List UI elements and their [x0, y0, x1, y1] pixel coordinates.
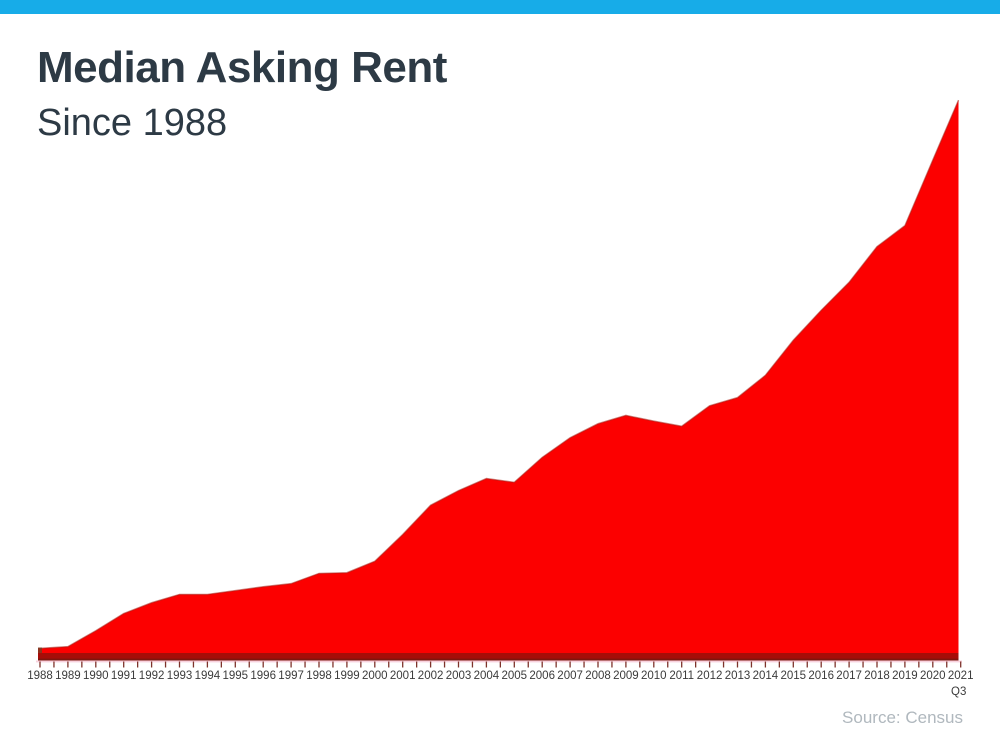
chart-subtitle: Since 1988 [37, 102, 228, 144]
x-axis-year-label: 2001 [390, 670, 416, 682]
x-axis-year-label: 2004 [474, 670, 500, 682]
x-axis-year-label: 1992 [139, 670, 165, 682]
x-axis-year-label: 2009 [613, 670, 639, 682]
x-axis-quarter-label: Q3 [951, 686, 966, 698]
x-axis-year-label: 2016 [808, 670, 834, 682]
source-attribution: Source: Census [842, 708, 963, 727]
x-axis-year-label: 1993 [167, 670, 193, 682]
x-axis-year-label: 1990 [83, 670, 109, 682]
x-axis-year-label: 1994 [195, 670, 221, 682]
x-axis-year-label: 2014 [753, 670, 779, 682]
x-axis-year-label: 2013 [725, 670, 751, 682]
x-axis-year-label: 2017 [836, 670, 862, 682]
x-axis-year-label: 1998 [306, 670, 332, 682]
area-series-edge [37, 99, 960, 650]
x-axis-year-label: 1996 [250, 670, 276, 682]
x-axis-year-label: 1997 [278, 670, 304, 682]
x-axis-year-label: 2011 [669, 670, 694, 682]
baseline-band [38, 653, 959, 661]
top-accent-bar [0, 0, 1000, 14]
x-axis-year-label: 2005 [502, 670, 528, 682]
x-axis-year-label: 2015 [781, 670, 807, 682]
baseline-band-dark-line [38, 658, 959, 661]
x-axis-year-label: 2010 [641, 670, 667, 682]
area-series [38, 100, 959, 661]
chart-title: Median Asking Rent [37, 43, 447, 92]
x-axis-year-label: 2018 [864, 670, 890, 682]
x-axis-year-label: 1991 [111, 670, 137, 682]
x-axis-year-label: 2006 [529, 670, 555, 682]
x-axis-line [36, 660, 962, 663]
x-axis-year-label: 2000 [362, 670, 388, 682]
x-axis-year-label: 1989 [55, 670, 81, 682]
x-axis-year-label: 2008 [585, 670, 611, 682]
x-axis-year-label: 2020 [920, 670, 946, 682]
x-axis-year-label: 2019 [892, 670, 918, 682]
x-axis-year-label: 2007 [557, 670, 583, 682]
x-axis-year-label: 1995 [223, 670, 249, 682]
x-axis-year-label: 2002 [418, 670, 444, 682]
x-axis-year-label: 2012 [697, 670, 723, 682]
x-axis-year-label: 2021 [948, 670, 974, 682]
x-axis-year-label: 2003 [446, 670, 472, 682]
x-axis-year-label: 1999 [334, 670, 360, 682]
x-axis-year-label: 1988 [27, 670, 53, 682]
